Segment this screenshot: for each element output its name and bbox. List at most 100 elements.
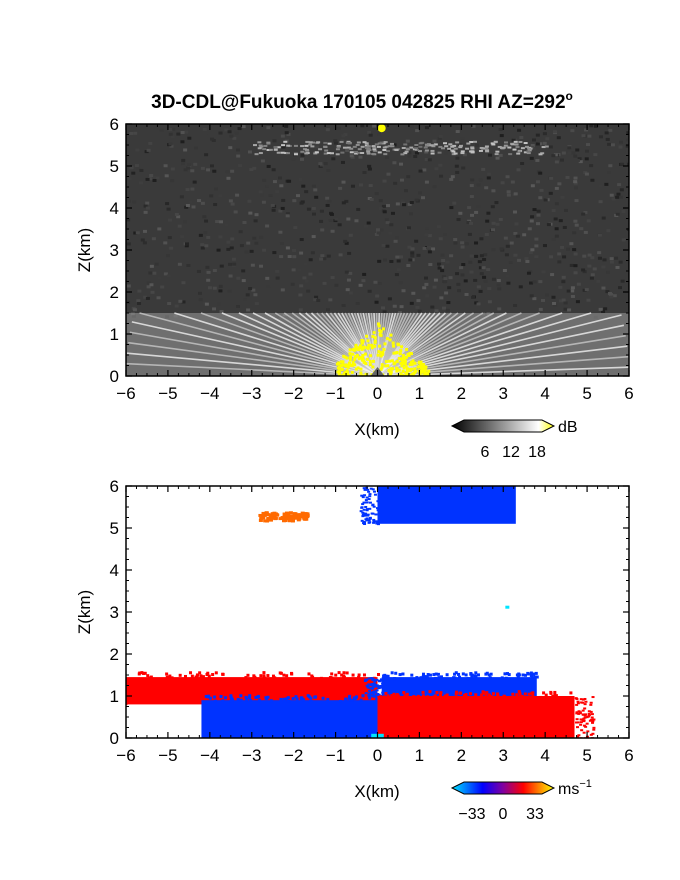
cloud-cell bbox=[394, 149, 399, 152]
noise-cell bbox=[550, 273, 555, 277]
noise-cell bbox=[610, 143, 615, 147]
noise-cell bbox=[373, 280, 378, 284]
velocity-cell bbox=[359, 510, 363, 513]
strong-echo-cell bbox=[384, 364, 388, 368]
strong-echo-cell bbox=[398, 352, 402, 356]
noise-cell bbox=[551, 209, 556, 213]
velocity-cell bbox=[269, 513, 274, 517]
velocity-colorbar: ms−1 −33 0 33 bbox=[450, 778, 592, 823]
velocity-cell bbox=[590, 713, 594, 716]
noise-cell bbox=[569, 263, 574, 267]
velocity-cell bbox=[249, 698, 253, 702]
noise-cell bbox=[424, 150, 429, 154]
strong-echo-cell bbox=[354, 367, 358, 371]
cloud-cell bbox=[387, 145, 392, 148]
velocity-cell bbox=[368, 696, 372, 700]
noise-cell bbox=[251, 288, 256, 292]
noise-cell bbox=[326, 254, 331, 258]
cloud-cell bbox=[273, 146, 278, 149]
velocity-cell bbox=[586, 730, 590, 733]
noise-cell bbox=[424, 157, 429, 161]
noise-cell bbox=[606, 270, 611, 274]
velocity-cell bbox=[262, 676, 266, 680]
noise-cell bbox=[394, 273, 399, 277]
noise-cell bbox=[181, 281, 186, 285]
y-tick-label: 5 bbox=[110, 157, 119, 176]
velocity-cell bbox=[368, 689, 372, 692]
strong-echo-cell bbox=[376, 353, 380, 357]
noise-cell bbox=[311, 184, 316, 188]
noise-cell bbox=[399, 305, 404, 309]
noise-cell bbox=[609, 295, 614, 299]
noise-cell bbox=[476, 285, 481, 289]
noise-cell bbox=[382, 179, 387, 183]
noise-cell bbox=[453, 241, 458, 245]
cloud-cell bbox=[326, 152, 331, 155]
noise-cell bbox=[230, 202, 235, 206]
noise-cell bbox=[573, 180, 578, 184]
noise-cell bbox=[146, 285, 151, 289]
velocity-cell bbox=[363, 494, 367, 497]
noise-cell bbox=[478, 178, 483, 182]
velocity-cell bbox=[257, 699, 261, 703]
velocity-cell bbox=[265, 519, 270, 523]
strong-echo-cell bbox=[362, 346, 366, 350]
noise-cell bbox=[497, 307, 502, 311]
strong-echo-cell bbox=[368, 360, 372, 364]
noise-cell bbox=[395, 255, 400, 259]
velocity-cell bbox=[584, 725, 588, 728]
velocity-cell bbox=[580, 718, 584, 721]
noise-cell bbox=[218, 284, 223, 288]
velocity-cell bbox=[364, 512, 368, 515]
velocity-cell bbox=[461, 672, 465, 676]
velocity-cell bbox=[297, 514, 302, 518]
velocity-cell bbox=[372, 521, 376, 524]
velocity-cell bbox=[345, 671, 349, 675]
strong-echo-cell bbox=[389, 372, 393, 376]
noise-cell bbox=[444, 291, 449, 295]
noise-cell bbox=[338, 253, 343, 257]
noise-cell bbox=[313, 298, 318, 302]
velocity-cell bbox=[236, 697, 240, 701]
velocity-cell bbox=[121, 697, 124, 699]
noise-cell bbox=[145, 177, 150, 181]
velocity-cell bbox=[371, 504, 375, 507]
velocity-cell bbox=[491, 692, 495, 696]
noise-cell bbox=[455, 272, 460, 276]
strong-echo-cell bbox=[404, 371, 408, 375]
strong-echo-cell bbox=[404, 364, 408, 368]
noise-cell bbox=[584, 128, 589, 132]
velocity-cell bbox=[362, 487, 366, 490]
velocity-cell bbox=[579, 723, 583, 726]
noise-cell bbox=[145, 296, 150, 300]
velocity-cell bbox=[372, 490, 376, 493]
noise-cell bbox=[608, 164, 613, 168]
velocity-cell bbox=[489, 672, 493, 676]
noise-cell bbox=[174, 212, 179, 216]
velocity-cell bbox=[300, 511, 305, 515]
strong-echo-cell bbox=[380, 366, 384, 370]
velocity-cell bbox=[454, 671, 458, 675]
strong-echo-cell bbox=[358, 356, 362, 360]
noise-cell bbox=[304, 279, 309, 283]
noise-cell bbox=[206, 168, 211, 172]
noise-cell bbox=[558, 285, 563, 289]
velocity-cell bbox=[121, 700, 124, 702]
noise-cell bbox=[605, 137, 610, 141]
noise-cell bbox=[530, 215, 535, 219]
velocity-cell bbox=[183, 674, 187, 678]
velocity-cell bbox=[120, 703, 123, 705]
noise-cell bbox=[126, 242, 131, 246]
noise-cell bbox=[346, 278, 351, 282]
noise-cell bbox=[601, 265, 606, 269]
velocity-cell bbox=[592, 726, 596, 729]
noise-cell bbox=[326, 308, 331, 312]
noise-cell bbox=[442, 232, 447, 236]
strong-echo-cell bbox=[363, 352, 367, 356]
velocity-cell bbox=[269, 699, 273, 703]
noise-cell bbox=[469, 254, 474, 258]
noise-cell bbox=[134, 164, 139, 168]
noise-cell bbox=[160, 285, 165, 289]
